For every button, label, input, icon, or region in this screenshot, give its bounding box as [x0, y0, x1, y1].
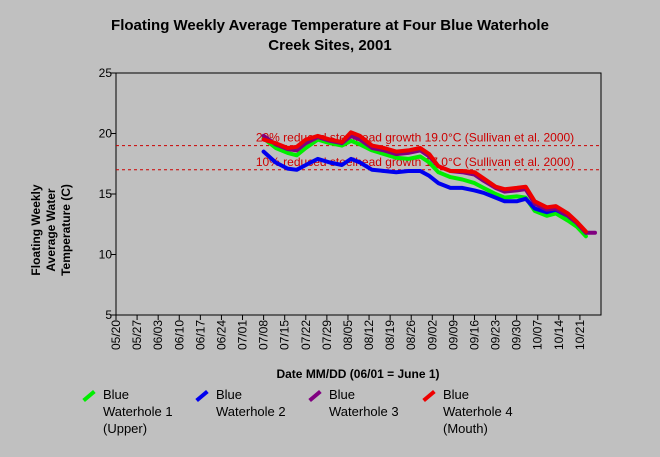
y-tick-label: 25: [99, 66, 113, 80]
y-tick-label: 20: [99, 127, 113, 141]
chart-title-line-2: Creek Sites, 2001: [268, 37, 391, 54]
x-tick-label: 07/08: [257, 320, 271, 350]
x-tick-label: 08/19: [383, 320, 397, 350]
legend-swatch-2: [195, 389, 209, 403]
chart-title: Floating Weekly Average Temperature at F…: [111, 17, 549, 54]
x-tick-label: 07/29: [320, 320, 334, 350]
y-axis-title-line-2: Average Water: [44, 188, 58, 271]
chart-title-line-1: Floating Weekly Average Temperature at F…: [111, 17, 549, 34]
y-axis-ticks: 5 10 15 20 25: [99, 66, 116, 322]
series-lines: [261, 130, 597, 239]
y-tick-label: 10: [99, 248, 113, 262]
y-tick-label: 15: [99, 187, 113, 201]
x-tick-label: 09/16: [467, 320, 481, 350]
x-tick-label: 08/26: [404, 320, 418, 350]
x-tick-label: 07/22: [299, 320, 313, 350]
y-axis-title: Floating Weekly Average Water Temperatur…: [29, 184, 73, 276]
x-tick-label: 06/10: [172, 320, 186, 350]
x-tick-label: 07/15: [278, 320, 292, 350]
x-tick-label: 06/17: [193, 320, 207, 350]
x-tick-label: 09/30: [510, 320, 524, 350]
x-axis-title: Date MM/DD (06/01 = June 1): [276, 367, 439, 381]
y-axis-title-line-3: Temperature (C): [59, 184, 73, 276]
legend-label-3: Blue Waterhole 3: [329, 387, 399, 419]
x-tick-label: 10/21: [573, 320, 587, 350]
legend: Blue Waterhole 1 (Upper) Blue Waterhole …: [82, 386, 642, 446]
x-tick-label: 08/12: [362, 320, 376, 350]
legend-swatch-1: [82, 389, 96, 403]
x-tick-label: 09/09: [446, 320, 460, 350]
legend-label-2: Blue Waterhole 2: [216, 387, 286, 419]
y-tick-label: 5: [105, 308, 112, 322]
x-tick-label: 05/27: [130, 320, 144, 350]
x-tick-label: 06/24: [214, 320, 228, 350]
x-tick-label: 05/20: [109, 320, 123, 350]
series-line-3: [261, 133, 597, 235]
series-line-4: [261, 130, 588, 234]
x-tick-label: 06/03: [151, 320, 165, 350]
series-line-2: [261, 149, 588, 235]
legend-swatch-4: [422, 389, 436, 403]
legend-label-4: Blue Waterhole 4 (Mouth): [443, 387, 513, 436]
series-line-1: [261, 136, 588, 239]
x-tick-label: 09/02: [425, 320, 439, 350]
x-tick-label: 07/01: [236, 320, 250, 350]
x-axis-ticks: 05/20 05/27 06/03 06/10 06/17 06/24 07/01 07/08…: [109, 315, 587, 350]
legend-swatch-3: [308, 389, 322, 403]
x-tick-label: 08/05: [341, 320, 355, 350]
y-axis-title-line-1: Floating Weekly: [29, 184, 43, 275]
x-tick-label: 10/14: [552, 320, 566, 350]
x-tick-label: 10/07: [531, 320, 545, 350]
x-tick-label: 09/23: [489, 320, 503, 350]
legend-label-1: Blue Waterhole 1 (Upper): [103, 387, 173, 436]
